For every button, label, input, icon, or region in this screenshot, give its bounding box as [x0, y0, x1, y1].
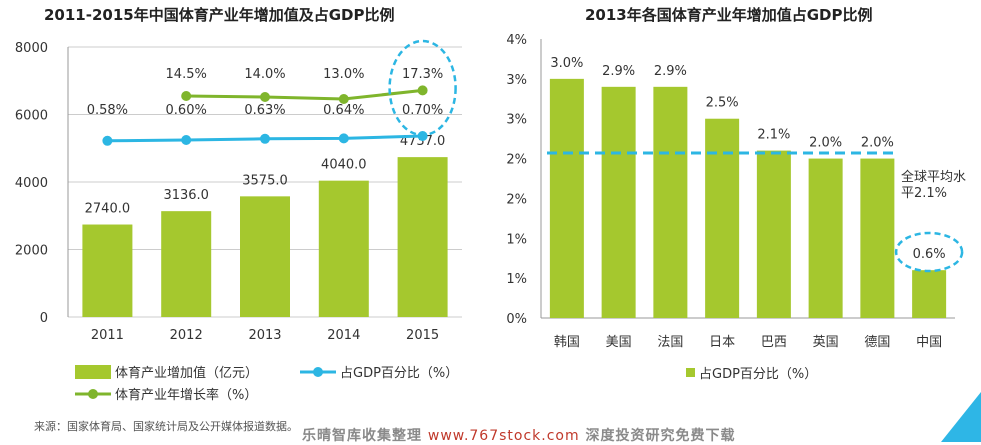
- bar-data-label: 3575.0: [242, 173, 288, 188]
- line-growth-rate: [186, 88, 423, 101]
- y-tick-label: 6000: [15, 109, 48, 124]
- bar-gdp-share: [549, 78, 584, 318]
- legend-swatch-gdp-marker: [313, 367, 323, 377]
- x-tick-label: 2014: [327, 328, 360, 343]
- point-gdp-share: [102, 135, 113, 146]
- bar-gdp-share: [912, 270, 947, 318]
- x-tick-label: 美国: [606, 335, 632, 350]
- x-tick-label: 2015: [406, 328, 439, 343]
- reference-line-label: 平2.1%: [901, 186, 947, 201]
- point-gdp-share: [260, 133, 270, 144]
- x-tick-label: 英国: [813, 335, 839, 350]
- bar-data-label: 2.9%: [602, 64, 635, 79]
- x-tick-label: 韩国: [554, 335, 580, 350]
- point-gdp-share: [181, 135, 192, 145]
- left-chart-title: 2011-2015年中国体育产业年增加值及占GDP比例: [44, 6, 395, 24]
- bar-data-label: 4737.0: [400, 134, 446, 149]
- right-chart: 0% 1% 1% 2% 2% 3% 3% 4% 3.0% 2.9% 2.9% 2.5% 2.1% 2.0%…: [506, 33, 966, 382]
- x-tick-label: 法国: [657, 335, 683, 350]
- y-tick-label: 3%: [506, 113, 527, 128]
- x-tick-label: 2012: [170, 328, 203, 343]
- x-tick-label: 2011: [91, 328, 124, 343]
- legend-label: 占GDP百分比（%）: [340, 366, 458, 381]
- bar-value-added: [318, 180, 369, 317]
- y-tick-label: 4000: [15, 176, 48, 191]
- x-tick-label: 日本: [709, 335, 735, 350]
- reference-line-label: 全球平均水: [901, 169, 966, 185]
- bar-data-label: 2.1%: [757, 128, 790, 143]
- bar-data-label: 2.5%: [706, 96, 739, 111]
- highlight-ellipse: [894, 231, 964, 273]
- point-growth-rate: [260, 92, 270, 102]
- legend-swatch-bar: [75, 365, 111, 379]
- y-tick-label: 1%: [506, 272, 527, 287]
- y-tick-label: 1%: [506, 232, 527, 247]
- bar-value-added: [161, 211, 212, 317]
- legend-swatch-growth-marker: [88, 389, 98, 399]
- line-data-label: 0.63%: [244, 103, 285, 118]
- line-data-label: 0.58%: [87, 103, 128, 118]
- line-data-label: 0.64%: [323, 103, 364, 118]
- corner-decoration: [941, 392, 981, 442]
- line-data-label: 17.3%: [402, 67, 443, 82]
- bar-data-label: 2.0%: [809, 136, 842, 151]
- legend-label: 体育产业年增长率（%）: [115, 387, 257, 403]
- bar-gdp-share: [653, 86, 688, 318]
- point-gdp-share: [338, 133, 349, 144]
- line-data-label: 0.60%: [166, 103, 207, 118]
- line-data-label: 0.70%: [402, 103, 443, 118]
- x-tick-label: 巴西: [761, 335, 787, 350]
- bar-gdp-share: [756, 150, 791, 318]
- y-tick-label: 2%: [506, 153, 527, 168]
- y-tick-label: 3%: [506, 73, 527, 88]
- y-tick-label: 2%: [506, 192, 527, 207]
- bar-data-label: 3.0%: [550, 56, 583, 71]
- bar-data-label: 2.0%: [861, 136, 894, 151]
- bar-value-added: [82, 224, 133, 317]
- bar-gdp-share: [808, 158, 843, 318]
- bar-data-label: 2.9%: [654, 64, 687, 79]
- legend-label: 体育产业增加值（亿元）: [115, 365, 258, 381]
- point-growth-rate: [338, 94, 349, 104]
- bar-gdp-share: [705, 118, 740, 318]
- bar-gdp-share: [860, 158, 895, 318]
- watermark-url: www.767stock.com: [427, 428, 580, 444]
- bar-data-label: 2740.0: [85, 202, 131, 217]
- line-data-label: 13.0%: [323, 67, 364, 82]
- bar-value-added: [240, 196, 290, 317]
- y-tick-label: 4%: [506, 33, 527, 48]
- point-growth-rate: [181, 91, 192, 101]
- bar-data-label: 3136.0: [163, 188, 209, 203]
- left-chart: 0 2000 4000 6000 8000 2740.0 3136.0 3575.0 4040.…: [15, 39, 462, 403]
- bar-data-label: 4040.0: [321, 158, 367, 173]
- right-chart-title: 2013年各国体育产业年增加值占GDP比例: [585, 6, 873, 24]
- bar-value-added: [397, 157, 448, 317]
- line-data-label: 14.0%: [244, 67, 285, 82]
- x-tick-label: 中国: [916, 335, 942, 350]
- y-tick-label: 2000: [15, 244, 48, 259]
- highlight-ellipse: [388, 39, 457, 137]
- legend-label: 占GDP百分比（%）: [699, 367, 817, 382]
- source-note: 来源：国家体育局、国家统计局及公开媒体报道数据。: [34, 420, 298, 433]
- bar-data-label: 0.6%: [913, 247, 946, 262]
- line-data-label: 14.5%: [166, 67, 207, 82]
- x-tick-label: 德国: [864, 335, 890, 350]
- legend-swatch-bar: [686, 368, 695, 377]
- y-tick-label: 0%: [506, 312, 527, 327]
- y-tick-label: 0: [40, 311, 48, 326]
- watermark: 乐晴智库收集整理 www.767stock.com 深度投资研究免费下载: [302, 428, 736, 444]
- bar-gdp-share: [601, 86, 636, 318]
- point-growth-rate: [417, 85, 428, 96]
- y-tick-label: 8000: [15, 41, 48, 56]
- x-tick-label: 2013: [248, 328, 281, 343]
